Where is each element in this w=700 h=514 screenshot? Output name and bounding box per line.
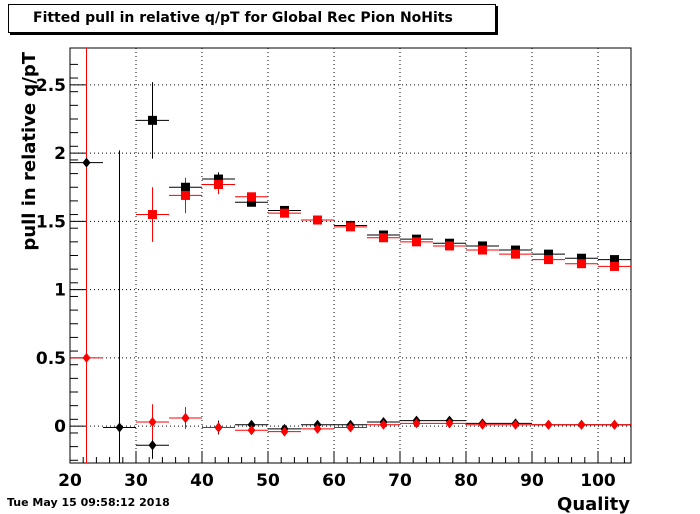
chart-title: Fitted pull in relative q/pT for Global … <box>8 4 496 33</box>
data-point-square <box>280 208 289 218</box>
data-point-diamond <box>247 425 256 436</box>
data-point-square <box>214 180 223 190</box>
data-point-square <box>412 237 421 247</box>
data-point-square <box>610 255 619 265</box>
data-point-square <box>214 174 223 184</box>
data-point-square <box>247 192 256 202</box>
x-tick-label: 20 <box>58 471 82 491</box>
data-point-square <box>247 197 256 207</box>
data-point-diamond <box>82 157 91 168</box>
y-axis-title: pull in relative q/pT <box>19 51 40 250</box>
data-point-diamond <box>445 418 454 429</box>
data-point-diamond <box>214 422 223 433</box>
x-tick-label: 100 <box>580 471 616 491</box>
data-point-square <box>511 249 520 259</box>
x-tick-label: 90 <box>520 471 544 491</box>
data-point-square <box>544 255 553 265</box>
data-point-diamond <box>412 418 421 429</box>
x-tick-label: 80 <box>454 471 478 491</box>
data-point-diamond <box>577 419 586 430</box>
data-point-square <box>544 249 553 259</box>
y-tick-label: 2.5 <box>36 76 66 96</box>
tick-labels: 20 30 40 50 60 70 80 90 100 0 0.5 1 1.5 2 2.5 <box>36 76 616 491</box>
data-point-diamond <box>82 352 91 363</box>
data-markers <box>82 115 619 451</box>
data-point-square <box>346 222 355 232</box>
x-tick-label: 50 <box>256 471 280 491</box>
data-point-square <box>148 210 157 220</box>
data-point-square <box>148 115 157 125</box>
data-point-diamond <box>181 412 190 423</box>
axis-ticks <box>69 63 625 463</box>
data-point-square <box>313 215 322 225</box>
data-point-square <box>445 241 454 251</box>
data-point-square <box>379 233 388 243</box>
y-tick-label: 1.5 <box>36 212 66 232</box>
data-point-square <box>181 190 190 200</box>
x-tick-label: 60 <box>322 471 346 491</box>
data-point-diamond <box>313 423 322 434</box>
x-tick-label: 70 <box>388 471 412 491</box>
data-point-diamond <box>148 417 157 428</box>
data-point-diamond <box>610 419 619 430</box>
y-tick-label: 1 <box>54 281 66 301</box>
data-point-square <box>610 261 619 271</box>
data-point-diamond <box>115 422 124 433</box>
x-tick-label: 40 <box>190 471 214 491</box>
data-point-diamond <box>379 419 388 430</box>
data-point-diamond <box>148 440 157 451</box>
x-axis-title: Quality <box>557 494 630 514</box>
data-point-diamond <box>544 419 553 430</box>
x-tick-label: 30 <box>124 471 148 491</box>
data-point-diamond <box>280 426 289 437</box>
timestamp: Tue May 15 09:58:12 2018 <box>7 496 170 509</box>
data-point-square <box>478 245 487 255</box>
y-tick-label: 2 <box>54 144 66 164</box>
data-point-square <box>577 253 586 263</box>
data-point-square <box>577 259 586 269</box>
data-point-diamond <box>247 419 256 430</box>
data-point-square <box>181 182 190 192</box>
data-point-diamond <box>478 419 487 430</box>
data-point-diamond <box>346 422 355 433</box>
data-point-diamond <box>511 419 520 430</box>
y-tick-label: 0.5 <box>36 349 66 369</box>
y-tick-label: 0 <box>54 417 66 437</box>
